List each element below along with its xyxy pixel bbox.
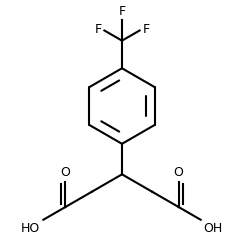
Text: O: O <box>174 166 183 179</box>
Text: O: O <box>61 166 70 179</box>
Text: OH: OH <box>203 222 223 235</box>
Text: HO: HO <box>21 222 41 235</box>
Text: F: F <box>142 23 150 36</box>
Text: F: F <box>94 23 102 36</box>
Text: F: F <box>118 5 126 18</box>
